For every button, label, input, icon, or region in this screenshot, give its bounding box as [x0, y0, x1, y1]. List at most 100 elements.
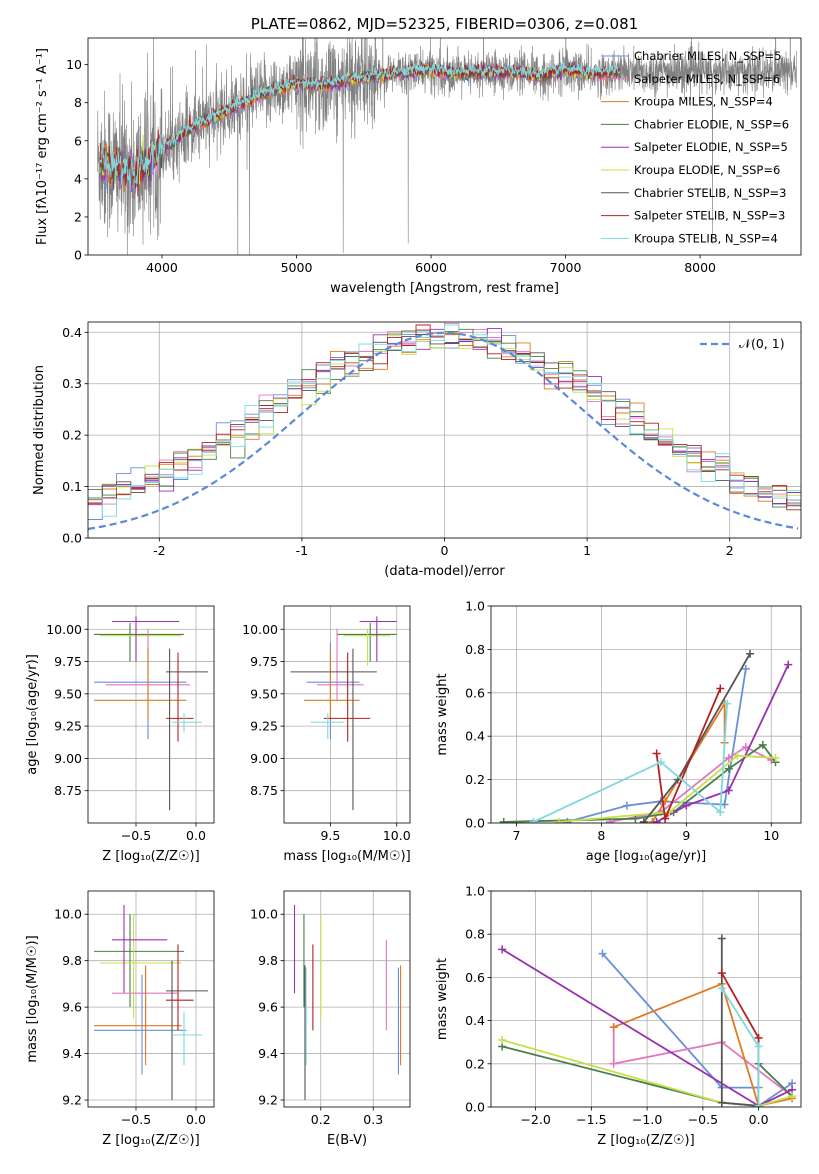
weight-series-1: [601, 953, 793, 1107]
y-tick-label: 0.1: [62, 479, 82, 494]
y-tick-label: 9.75: [54, 654, 82, 669]
panel-5: 7 8 9 10 0.0 0.2 0.4 0.6 0.8 1.0 age [log₁₀(age/yr…: [435, 599, 802, 864]
x-tick-label: −2.0: [520, 1112, 550, 1127]
legend: 𝒩(0, 1): [700, 336, 785, 351]
x-tick-label: 4000: [146, 260, 178, 275]
x-tick-label: 0.0: [749, 1112, 769, 1127]
legend-label: Kroupa MILES, N_SSP=4: [634, 95, 773, 109]
weight-marker: [716, 684, 725, 693]
panel-8: −2.0 −1.5 −1.0 −0.5 0.0 0.0 0.2 0.4 0.6 0.8 1.0 Z […: [435, 884, 802, 1148]
x-tick-label: −1.5: [576, 1112, 606, 1127]
x-tick-label: 5000: [281, 260, 313, 275]
y-tick-label: 1.0: [465, 599, 485, 614]
x-tick-label: −1.0: [632, 1112, 662, 1127]
weight-marker: [609, 1059, 618, 1068]
weight-marker: [717, 969, 726, 978]
x-tick-label: −0.5: [688, 1112, 718, 1127]
panel-4: 9.5 10.0 8.75 9.00 9.25 9.50 9.75 10.00 mass [lo…: [242, 605, 411, 864]
legend-label: Salpeter ELODIE, N_SSP=5: [634, 140, 788, 154]
y-tick-label: 10.00: [242, 622, 278, 637]
y-tick-label: 9.4: [62, 1046, 82, 1061]
y-tick-label: 0.6: [465, 685, 485, 700]
gridlines: [88, 606, 214, 823]
axes-frame: [283, 605, 411, 824]
weight-marker: [724, 764, 733, 773]
weight-series-2: [612, 1027, 793, 1097]
weight-marker: [652, 749, 661, 758]
x-tick-label: 0.0: [186, 1112, 206, 1127]
x-tick-label: 9.5: [320, 828, 340, 843]
legend: Chabrier MILES, N_SSP=5 Salpeter MILES, N…: [601, 49, 789, 245]
y-axis-label: mass [log₁₀(M/M☉)]: [25, 935, 40, 1062]
y-tick-label: 9.2: [62, 1093, 82, 1108]
y-tick-label: 9.75: [250, 654, 278, 669]
y-tick-label: 8.75: [250, 783, 278, 798]
weight-series-3: [651, 700, 726, 823]
weight-marker: [656, 758, 665, 767]
x-tick-label: 9: [682, 828, 690, 843]
axes-frame: [490, 605, 802, 824]
panel-3: −0.5 0.0 8.75 9.00 9.25 9.50 9.75 10.00 Z [log₁₀…: [25, 605, 215, 864]
plot-area: [290, 616, 397, 811]
weight-marker: [554, 817, 563, 823]
x-tick-label: 0.3: [363, 1112, 383, 1127]
legend-label: Chabrier STELIB, N_SSP=3: [634, 186, 786, 200]
gridlines: [284, 891, 410, 1107]
weight-marker: [771, 753, 780, 762]
y-tick-label: 9.6: [62, 1000, 82, 1015]
weight-marker: [529, 817, 538, 823]
y-tick-label: 9.00: [250, 751, 278, 766]
plot-area: [97, 38, 797, 255]
axes-frame: [87, 321, 802, 539]
y-tick-label: 0.0: [465, 1100, 485, 1115]
x-axis-label: Z [log₁₀(Z/Z☉)]: [102, 1133, 199, 1148]
legend-label: Salpeter MILES, N_SSP=6: [634, 72, 780, 86]
y-tick-label: 6: [74, 133, 82, 148]
axes-frame: [87, 890, 215, 1108]
panel-2: -2 -1 0 1 2 0.0 0.1 0.2 0.3 0.4 (data-model)/error…: [32, 321, 802, 579]
weight-marker: [723, 699, 732, 708]
x-tick-label: 0.0: [186, 828, 206, 843]
y-tick-label: 10.0: [250, 907, 278, 922]
x-tick-label: -1: [296, 543, 308, 558]
x-tick-label: 0.2: [311, 1112, 331, 1127]
weight-marker: [746, 649, 755, 658]
y-tick-label: 9.6: [258, 1000, 278, 1015]
gridlines: [284, 606, 410, 823]
y-axis-label: mass weight: [435, 958, 450, 1040]
weight-marker: [788, 1092, 797, 1101]
y-axis-label: Normed distribution: [32, 365, 47, 495]
y-tick-label: 0.0: [62, 531, 82, 546]
x-tick-label: -2: [153, 543, 165, 558]
y-tick-label: 9.8: [62, 953, 82, 968]
plot-area: [498, 934, 797, 1107]
weight-marker: [716, 808, 725, 817]
y-tick-label: 9.00: [54, 751, 82, 766]
weight-marker: [717, 1098, 726, 1107]
x-tick-label: −0.5: [121, 828, 151, 843]
x-tick-label: 8: [597, 828, 605, 843]
x-tick-label: 7: [513, 828, 521, 843]
model-9: [99, 60, 620, 191]
y-tick-label: 0.2: [62, 428, 82, 443]
weight-marker: [639, 817, 648, 823]
y-tick-label: 9.25: [54, 719, 82, 734]
y-tick-label: 0.0: [465, 816, 485, 831]
panel-1: 4000 5000 6000 7000 8000 0 2 4 6 8 10 wavelength [A…: [35, 15, 802, 296]
x-tick-label: 7000: [550, 260, 582, 275]
weight-marker: [622, 801, 631, 810]
normal-curve: [88, 331, 799, 531]
panel-7: 0.2 0.3 9.2 9.4 9.6 9.8 10.0 E(B-V): [250, 890, 411, 1148]
x-axis-label: (data-model)/error: [384, 564, 505, 579]
gridlines: [491, 890, 801, 1108]
plot-area: [88, 323, 801, 531]
y-tick-label: 0.2: [465, 772, 485, 787]
weight-marker: [733, 751, 742, 760]
weight-marker: [754, 1042, 763, 1051]
x-axis-label: wavelength [Angstrom, rest frame]: [330, 281, 559, 296]
x-tick-label: 10.0: [383, 828, 411, 843]
plot-area: [94, 904, 208, 1101]
y-tick-label: 9.50: [250, 686, 278, 701]
weight-marker: [682, 801, 691, 810]
residual-histogram-7: [88, 334, 801, 507]
